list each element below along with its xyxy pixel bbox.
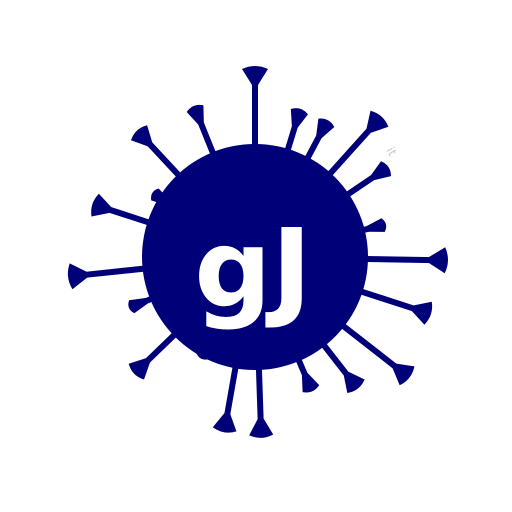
spike-head bbox=[301, 372, 320, 393]
spike-head bbox=[67, 263, 88, 290]
monogram-text: gJ bbox=[194, 207, 312, 332]
spike-head bbox=[392, 363, 415, 386]
spike-head bbox=[411, 301, 433, 325]
spike-head bbox=[128, 298, 148, 314]
spike-head bbox=[290, 108, 308, 128]
spike-head bbox=[428, 247, 448, 274]
spike-head bbox=[91, 193, 112, 217]
spike-head bbox=[131, 125, 153, 147]
spike-head bbox=[128, 358, 150, 380]
spike-head bbox=[343, 371, 365, 393]
watermark-text: it bbox=[383, 145, 399, 159]
spike-head bbox=[186, 104, 204, 125]
spike-head bbox=[242, 66, 268, 85]
spike-head bbox=[212, 413, 237, 433]
spike-head bbox=[249, 418, 274, 438]
spike-head bbox=[316, 118, 335, 139]
spike-head bbox=[366, 110, 389, 133]
virus-body bbox=[142, 144, 368, 370]
spike-head bbox=[366, 218, 387, 232]
spike-head bbox=[371, 161, 391, 181]
